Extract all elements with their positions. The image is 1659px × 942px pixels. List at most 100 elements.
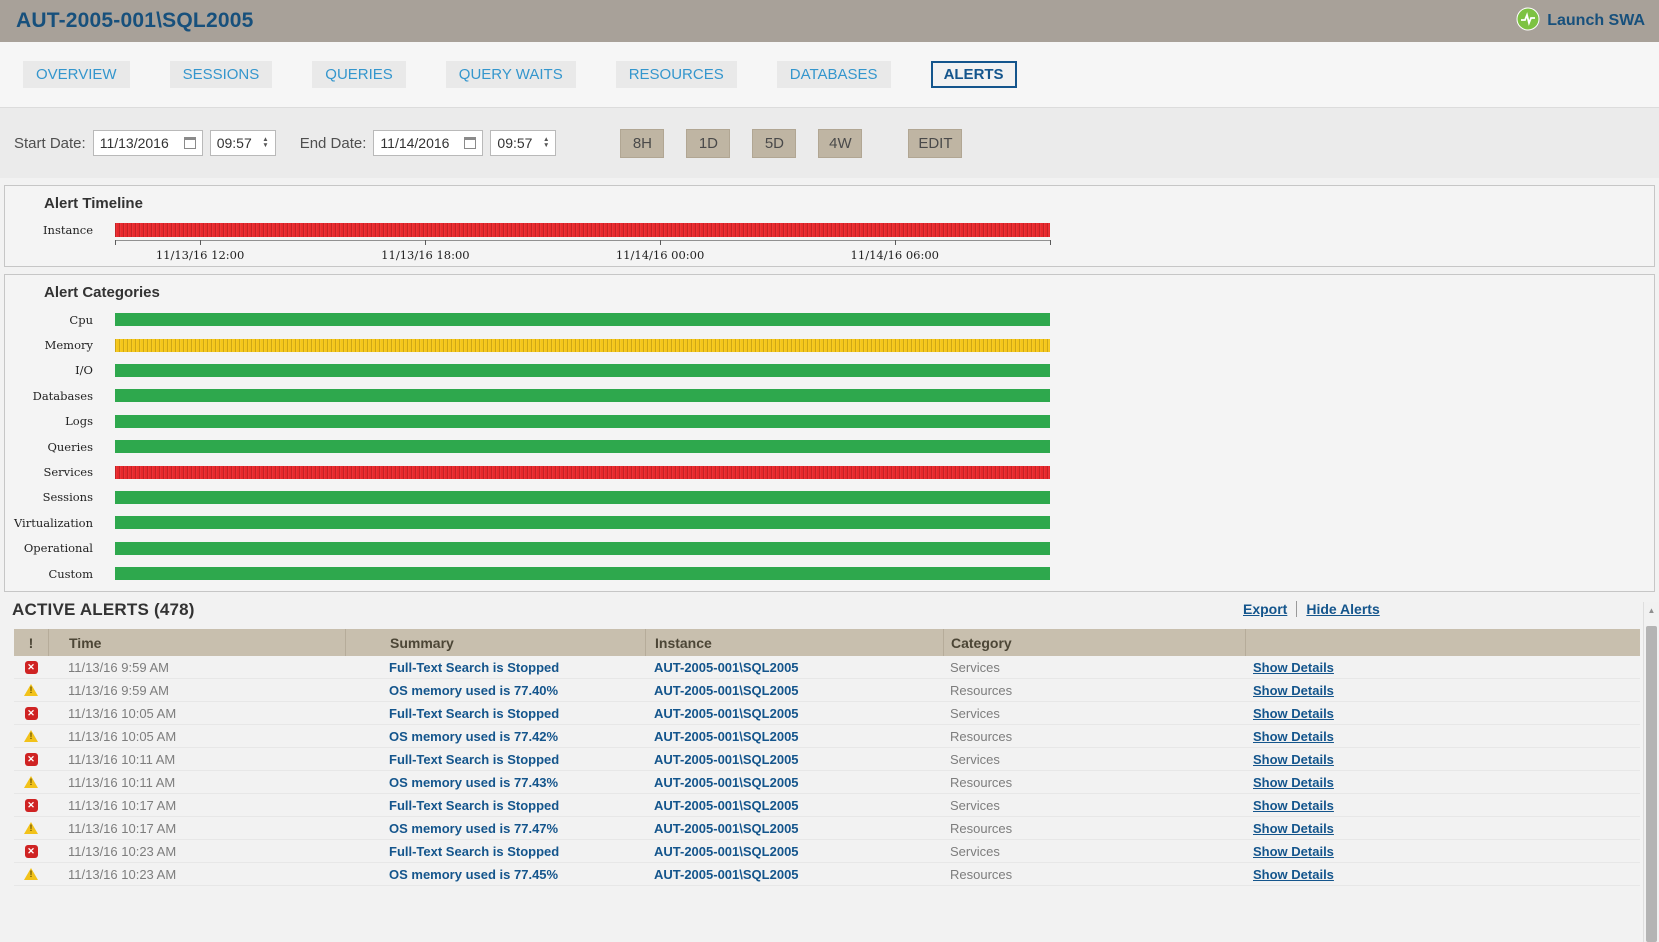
alert-instance-link[interactable]: AUT-2005-001\SQL2005 xyxy=(654,659,799,675)
category-label: Queries xyxy=(47,439,93,454)
show-details-link[interactable]: Show Details xyxy=(1253,751,1334,767)
start-time-input[interactable]: 09:57 ▲ ▼ xyxy=(209,130,276,156)
table-row: 11/13/16 10:05 AM OS memory used is 77.4… xyxy=(14,725,1640,749)
alert-category: Resources xyxy=(950,820,1013,836)
calendar-icon[interactable] xyxy=(464,137,477,149)
show-details-link[interactable]: Show Details xyxy=(1253,659,1334,675)
show-details-link[interactable]: Show Details xyxy=(1253,866,1334,882)
axis-end-tick xyxy=(1050,240,1051,245)
severity-icon xyxy=(24,752,38,766)
range-button[interactable]: 4W xyxy=(818,128,863,158)
severity-icon xyxy=(24,868,38,881)
show-details-link[interactable]: Show Details xyxy=(1253,728,1334,744)
alert-category: Resources xyxy=(950,728,1013,744)
tab[interactable]: ALERTS xyxy=(930,61,1017,88)
category-status-bar[interactable] xyxy=(115,389,1050,403)
category-status-bar[interactable] xyxy=(115,516,1050,530)
alert-instance-link[interactable]: AUT-2005-001\SQL2005 xyxy=(654,820,799,836)
category-status-bar[interactable] xyxy=(115,440,1050,454)
alert-instance-link[interactable]: AUT-2005-001\SQL2005 xyxy=(654,751,799,767)
table-header-row: ! Time Summary Instance Category xyxy=(14,629,1640,657)
alert-summary-link[interactable]: Full-Text Search is Stopped xyxy=(389,705,560,721)
table-row: 11/13/16 10:23 AM Full-Text Search is St… xyxy=(14,840,1640,864)
range-buttons: 8H 1D 5D 4W xyxy=(620,128,863,158)
alert-category: Resources xyxy=(950,682,1013,698)
alert-summary-link[interactable]: Full-Text Search is Stopped xyxy=(389,797,560,813)
alert-summary-link[interactable]: OS memory used is 77.40% xyxy=(389,682,559,698)
vertical-scrollbar[interactable]: ▲ xyxy=(1643,602,1659,942)
axis-tick-label: 11/13/16 12:00 xyxy=(155,248,245,262)
category-status-bar[interactable] xyxy=(115,414,1050,428)
category-status-bar[interactable] xyxy=(115,313,1050,327)
alert-instance-link[interactable]: AUT-2005-001\SQL2005 xyxy=(654,705,799,721)
axis-tick xyxy=(660,240,662,245)
alert-summary-link[interactable]: OS memory used is 77.47% xyxy=(389,820,559,836)
category-status-bar[interactable] xyxy=(115,465,1050,479)
alert-instance-link[interactable]: AUT-2005-001\SQL2005 xyxy=(654,843,799,859)
pulse-icon xyxy=(1516,7,1540,36)
column-header-time: Time xyxy=(48,629,345,657)
table-body: 11/13/16 9:59 AM Full-Text Search is Sto… xyxy=(14,656,1640,887)
show-details-link[interactable]: Show Details xyxy=(1253,774,1334,790)
active-alerts-title: ACTIVE ALERTS (478) xyxy=(12,600,195,620)
alert-instance-link[interactable]: AUT-2005-001\SQL2005 xyxy=(654,774,799,790)
edit-button[interactable]: EDIT xyxy=(908,128,963,158)
show-details-link[interactable]: Show Details xyxy=(1253,797,1334,813)
category-status-bar[interactable] xyxy=(115,567,1050,581)
category-label: Sessions xyxy=(42,490,93,505)
show-details-link[interactable]: Show Details xyxy=(1253,682,1334,698)
alert-instance-link[interactable]: AUT-2005-001\SQL2005 xyxy=(654,866,799,882)
show-details-link[interactable]: Show Details xyxy=(1253,820,1334,836)
alert-time: 11/13/16 10:17 AM xyxy=(68,820,177,836)
scrollbar-thumb[interactable] xyxy=(1646,626,1657,942)
column-header-details xyxy=(1245,629,1640,657)
alert-summary-link[interactable]: OS memory used is 77.43% xyxy=(389,774,559,790)
category-status-bar[interactable] xyxy=(115,541,1050,555)
category-status-bar[interactable] xyxy=(115,490,1050,504)
alert-instance-link[interactable]: AUT-2005-001\SQL2005 xyxy=(654,682,799,698)
alert-summary-link[interactable]: Full-Text Search is Stopped xyxy=(389,751,560,767)
show-details-link[interactable]: Show Details xyxy=(1253,843,1334,859)
alert-summary-link[interactable]: Full-Text Search is Stopped xyxy=(389,659,560,675)
category-label: Cpu xyxy=(69,312,93,327)
tab[interactable]: DATABASES xyxy=(776,61,891,88)
category-status-bar[interactable] xyxy=(115,338,1050,352)
end-time-input[interactable]: 09:57 ▲ ▼ xyxy=(490,130,557,156)
timeline-axis: 11/13/16 12:00 11/13/16 18:00 11/14/16 0… xyxy=(115,240,1051,266)
alert-instance-link[interactable]: AUT-2005-001\SQL2005 xyxy=(654,797,799,813)
axis-tick-label: 11/14/16 00:00 xyxy=(615,248,705,262)
page-title: AUT-2005-001\SQL2005 xyxy=(16,9,254,32)
start-date-label: Start Date: xyxy=(14,134,86,152)
alert-instance-link[interactable]: AUT-2005-001\SQL2005 xyxy=(654,728,799,744)
alert-timeline-title: Alert Timeline xyxy=(44,195,143,212)
time-stepper-icon[interactable]: ▲ ▼ xyxy=(542,136,550,149)
alert-time: 11/13/16 10:11 AM xyxy=(68,751,176,767)
tab[interactable]: RESOURCES xyxy=(615,61,737,88)
range-button[interactable]: 1D xyxy=(686,128,731,158)
tab[interactable]: QUERIES xyxy=(312,61,406,88)
date-toolbar: Start Date: 11/13/2016 09:57 ▲ ▼ End Date… xyxy=(0,108,1659,178)
alert-summary-link[interactable]: OS memory used is 77.42% xyxy=(389,728,559,744)
hide-alerts-link[interactable]: Hide Alerts xyxy=(1306,601,1380,618)
active-alerts-table: ! Time Summary Instance Category 11/13/1… xyxy=(14,629,1640,887)
column-header-instance: Instance xyxy=(645,629,943,657)
category-status-bar[interactable] xyxy=(115,363,1050,377)
launch-swa-button[interactable]: Launch SWA xyxy=(1516,7,1645,36)
export-link[interactable]: Export xyxy=(1243,601,1288,618)
start-date-input[interactable]: 11/13/2016 xyxy=(92,130,203,156)
calendar-icon[interactable] xyxy=(183,137,196,149)
tab[interactable]: QUERY WAITS xyxy=(445,61,576,88)
scrollbar-up-arrow[interactable]: ▲ xyxy=(1647,606,1656,615)
end-date-input[interactable]: 11/14/2016 xyxy=(373,130,484,156)
tab[interactable]: OVERVIEW xyxy=(23,61,130,88)
show-details-link[interactable]: Show Details xyxy=(1253,705,1334,721)
time-stepper-icon[interactable]: ▲ ▼ xyxy=(262,136,269,149)
category-label: Operational xyxy=(23,541,93,556)
timeline-status-bar[interactable] xyxy=(115,223,1050,237)
category-row: Virtualization xyxy=(5,510,1654,535)
range-button[interactable]: 8H xyxy=(620,128,665,158)
alert-summary-link[interactable]: Full-Text Search is Stopped xyxy=(389,843,560,859)
alert-summary-link[interactable]: OS memory used is 77.45% xyxy=(389,866,559,882)
range-button[interactable]: 5D xyxy=(752,128,797,158)
tab[interactable]: SESSIONS xyxy=(169,61,273,88)
